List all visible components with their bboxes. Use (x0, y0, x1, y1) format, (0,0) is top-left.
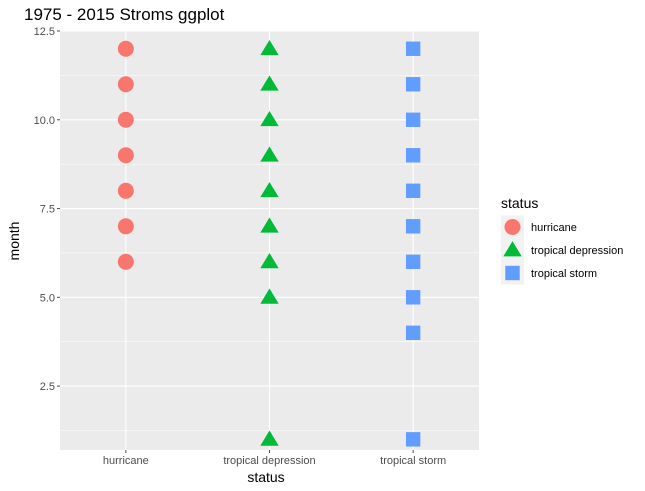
point-tropical-storm (405, 254, 421, 270)
legend-label-tropical-depression: tropical depression (531, 245, 623, 257)
point-tropical-depression (260, 217, 279, 233)
point-hurricane (117, 218, 134, 235)
point-tropical-depression (260, 430, 279, 446)
legend-key-tropical-depression (503, 241, 522, 257)
point-tropical-storm (405, 432, 421, 447)
y-tick-label: 5.0 (40, 292, 55, 304)
legend-title: status (501, 195, 538, 211)
point-hurricane (117, 111, 134, 128)
point-tropical-depression (260, 288, 279, 304)
x-tick-label: tropical depression (223, 455, 315, 467)
y-axis-ticks: 2.5 5.0 7.5 10.0 12.5 (34, 26, 60, 393)
x-axis-ticks: hurricane tropical depression tropical sto… (103, 450, 446, 467)
point-tropical-depression (260, 252, 279, 269)
y-tick-label: 10.0 (34, 115, 55, 127)
legend-key-hurricane (504, 219, 521, 235)
point-tropical-storm (405, 219, 421, 234)
point-tropical-storm (405, 112, 421, 127)
point-tropical-storm (405, 325, 421, 341)
point-tropical-depression (260, 181, 279, 198)
point-tropical-storm (405, 41, 421, 56)
legend-label-hurricane: hurricane (531, 222, 577, 234)
point-tropical-depression (260, 146, 279, 162)
legend-label-tropical-storm: tropical storm (531, 268, 597, 280)
legend: status hurricane tropical depression tropi… (501, 195, 623, 285)
point-hurricane (117, 76, 134, 93)
point-tropical-storm (405, 77, 421, 92)
point-hurricane (117, 182, 134, 199)
legend-key-tropical-storm (505, 265, 520, 281)
point-hurricane (117, 147, 134, 164)
y-tick-label: 12.5 (34, 26, 55, 38)
x-tick-label: hurricane (103, 455, 149, 467)
x-axis-title: status (247, 469, 284, 485)
point-tropical-storm (405, 290, 421, 305)
point-tropical-depression (260, 39, 279, 56)
data-points (117, 39, 421, 447)
point-hurricane (117, 253, 134, 270)
point-hurricane (117, 40, 134, 57)
point-tropical-depression (260, 75, 279, 91)
y-tick-label: 7.5 (40, 204, 55, 216)
point-tropical-depression (260, 110, 279, 127)
point-tropical-storm (405, 183, 421, 198)
y-tick-label: 2.5 (40, 381, 55, 393)
point-tropical-storm (405, 148, 421, 163)
y-axis-title: month (6, 222, 22, 261)
chart-title: 1975 - 2015 Stroms ggplot (24, 5, 225, 24)
x-tick-label: tropical storm (380, 455, 446, 467)
